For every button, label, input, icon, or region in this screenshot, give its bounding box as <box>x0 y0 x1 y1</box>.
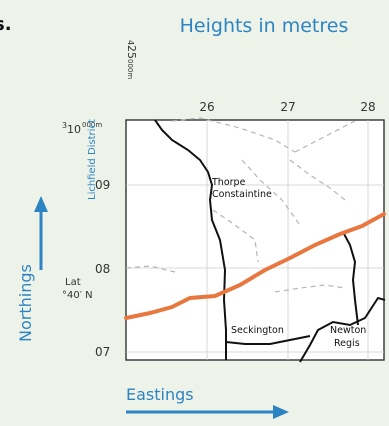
footpath-north <box>171 117 296 153</box>
footpath-south <box>274 284 346 293</box>
boundary-east <box>342 231 359 326</box>
easting-origin-sup: 4 <box>126 40 135 45</box>
place-seckington: Seckington <box>231 325 284 336</box>
northing-origin-main: 10 <box>67 123 81 136</box>
main-road <box>124 212 386 320</box>
place-newton-line2: Regis <box>334 338 360 349</box>
fragment-text: s. <box>0 14 12 35</box>
northing-origin-sup: 3 <box>62 121 67 130</box>
easting-tick-27: 27 <box>280 100 295 114</box>
easting-origin-main: 25 <box>125 45 138 59</box>
northing-origin-label: 3 10 000m <box>62 121 102 136</box>
footpath-east <box>289 159 346 201</box>
lat-label-line1: Lat <box>65 277 81 288</box>
boundary-southeast <box>299 296 386 363</box>
district-label: Lichfield District <box>87 119 98 200</box>
boundary-south <box>225 335 311 345</box>
boundary-west <box>154 119 227 360</box>
northing-origin-unit: 000m <box>82 121 102 129</box>
easting-tick-28: 28 <box>360 100 375 114</box>
place-thorpe-line1: Thorpe <box>211 177 246 188</box>
map-title: Heights in metres <box>180 15 349 37</box>
eastings-label: Eastings <box>126 385 194 404</box>
boundaries <box>154 119 386 363</box>
easting-origin-unit: 000m <box>126 59 134 79</box>
lat-label-line2: °40′ N <box>62 290 93 301</box>
footpath-centre <box>241 159 301 226</box>
place-thorpe-line2: Constaintine <box>212 189 272 200</box>
footpath-northeast <box>294 120 356 153</box>
grid-lines <box>126 120 384 360</box>
easting-tick-26: 26 <box>199 100 214 114</box>
footpath-west <box>212 209 259 263</box>
place-newton-line1: Newton <box>330 325 366 336</box>
northing-tick-09: 09 <box>95 178 110 192</box>
northings-label: Northings <box>16 264 35 342</box>
map-frame <box>125 119 385 361</box>
northings-arrow-head <box>34 196 48 212</box>
northing-tick-07: 07 <box>95 345 110 359</box>
northings-arrow <box>34 196 48 270</box>
eastings-arrow <box>126 405 289 419</box>
eastings-arrow-head <box>273 405 289 419</box>
northing-tick-08: 08 <box>95 262 110 276</box>
footpaths <box>125 117 356 293</box>
easting-origin-label: 4 25 000m <box>125 40 138 79</box>
